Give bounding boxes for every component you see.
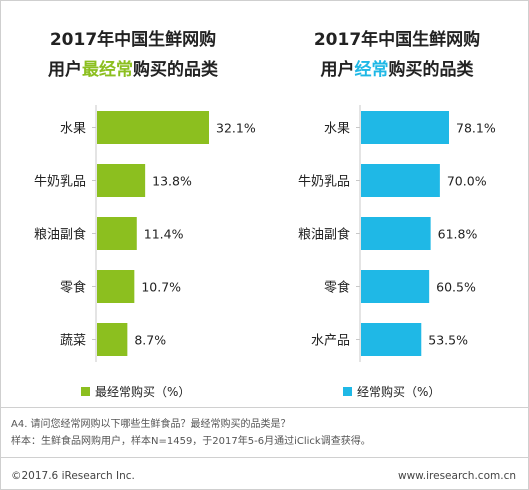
chart-title-highlight: 经常 — [354, 60, 389, 80]
legend-label: 经常购买（%） — [357, 385, 441, 399]
value-label: 61.8% — [438, 227, 478, 242]
chart-title-post: 购买的品类 — [388, 60, 474, 80]
value-label: 32.1% — [216, 121, 256, 136]
bar — [97, 111, 209, 144]
notes-divider — [1, 407, 528, 408]
legend-swatch-green — [81, 387, 90, 396]
value-label: 8.7% — [134, 333, 166, 348]
value-label: 60.5% — [436, 280, 476, 295]
chart-panel-most-frequent: 2017年中国生鲜网购 用户最经常购买的品类 水果 32.1% 牛奶乳品 13.8% 粮… — [1, 1, 265, 401]
bar — [361, 323, 422, 356]
category-label: 零食 — [324, 280, 350, 296]
category-label: 牛奶乳品 — [298, 175, 350, 190]
category-label: 水产品 — [311, 334, 350, 349]
chart-title-line2: 用户经常购买的品类 — [265, 55, 529, 85]
legend-frequent: 经常购买（%） — [343, 383, 440, 400]
chart-panel-frequent: 2017年中国生鲜网购 用户经常购买的品类 水果 78.1% 牛奶乳品 70.0% 粮油… — [265, 1, 529, 401]
bar — [361, 111, 449, 144]
copyright: ©2017.6 iResearch Inc. — [11, 470, 135, 482]
survey-question-note: A4. 请问您经常网购以下哪些生鲜食品？最经常购买的品类是？ — [11, 419, 291, 430]
chart-title-pre: 用户 — [320, 60, 355, 80]
legend-label: 最经常购买（%） — [95, 385, 191, 399]
bar — [97, 270, 135, 303]
category-label: 蔬菜 — [60, 334, 86, 349]
bar — [361, 217, 431, 250]
category-label: 水果 — [60, 122, 86, 137]
value-label: 53.5% — [428, 333, 468, 348]
category-label: 粮油副食 — [34, 227, 86, 243]
chart-title-highlight: 最经常 — [82, 60, 133, 80]
value-label: 10.7% — [141, 280, 181, 295]
footer-divider — [1, 457, 528, 458]
bar — [97, 217, 137, 250]
value-label: 78.1% — [456, 121, 496, 136]
chart-title-most-frequent: 2017年中国生鲜网购 用户最经常购买的品类 — [1, 25, 265, 85]
value-label: 11.4% — [144, 227, 184, 242]
bar-chart-most-frequent: 水果 32.1% 牛奶乳品 13.8% 粮油副食 11.4% 零食 10.7% 蔬菜 8.7% — [34, 105, 256, 362]
category-label: 牛奶乳品 — [34, 175, 86, 190]
website-link[interactable]: www.iresearch.com.cn — [397, 470, 516, 482]
category-label: 粮油副食 — [298, 227, 350, 243]
legend-swatch-blue — [343, 387, 352, 396]
value-label: 13.8% — [152, 174, 192, 189]
value-label: 70.0% — [447, 174, 487, 189]
bar — [361, 164, 440, 197]
category-label: 零食 — [60, 280, 86, 296]
category-label: 水果 — [324, 122, 350, 137]
bar — [97, 164, 146, 197]
bar — [361, 270, 430, 303]
sample-note: 样本：生鲜食品网购用户，样本N=1459，于2017年5-6月通过iClick调… — [11, 436, 371, 447]
chart-title-line1: 2017年中国生鲜网购 — [49, 30, 217, 50]
chart-title-frequent: 2017年中国生鲜网购 用户经常购买的品类 — [265, 25, 529, 85]
chart-title-line1: 2017年中国生鲜网购 — [313, 30, 481, 50]
chart-title-line2: 用户最经常购买的品类 — [1, 55, 265, 85]
legend-most-frequent: 最经常购买（%） — [81, 383, 190, 400]
bar — [97, 323, 128, 356]
chart-title-post: 购买的品类 — [133, 60, 218, 80]
bar-chart-frequent: 水果 78.1% 牛奶乳品 70.0% 粮油副食 61.8% 零食 60.5% 水产品 53.5% — [298, 105, 496, 362]
chart-title-pre: 用户 — [48, 60, 82, 80]
